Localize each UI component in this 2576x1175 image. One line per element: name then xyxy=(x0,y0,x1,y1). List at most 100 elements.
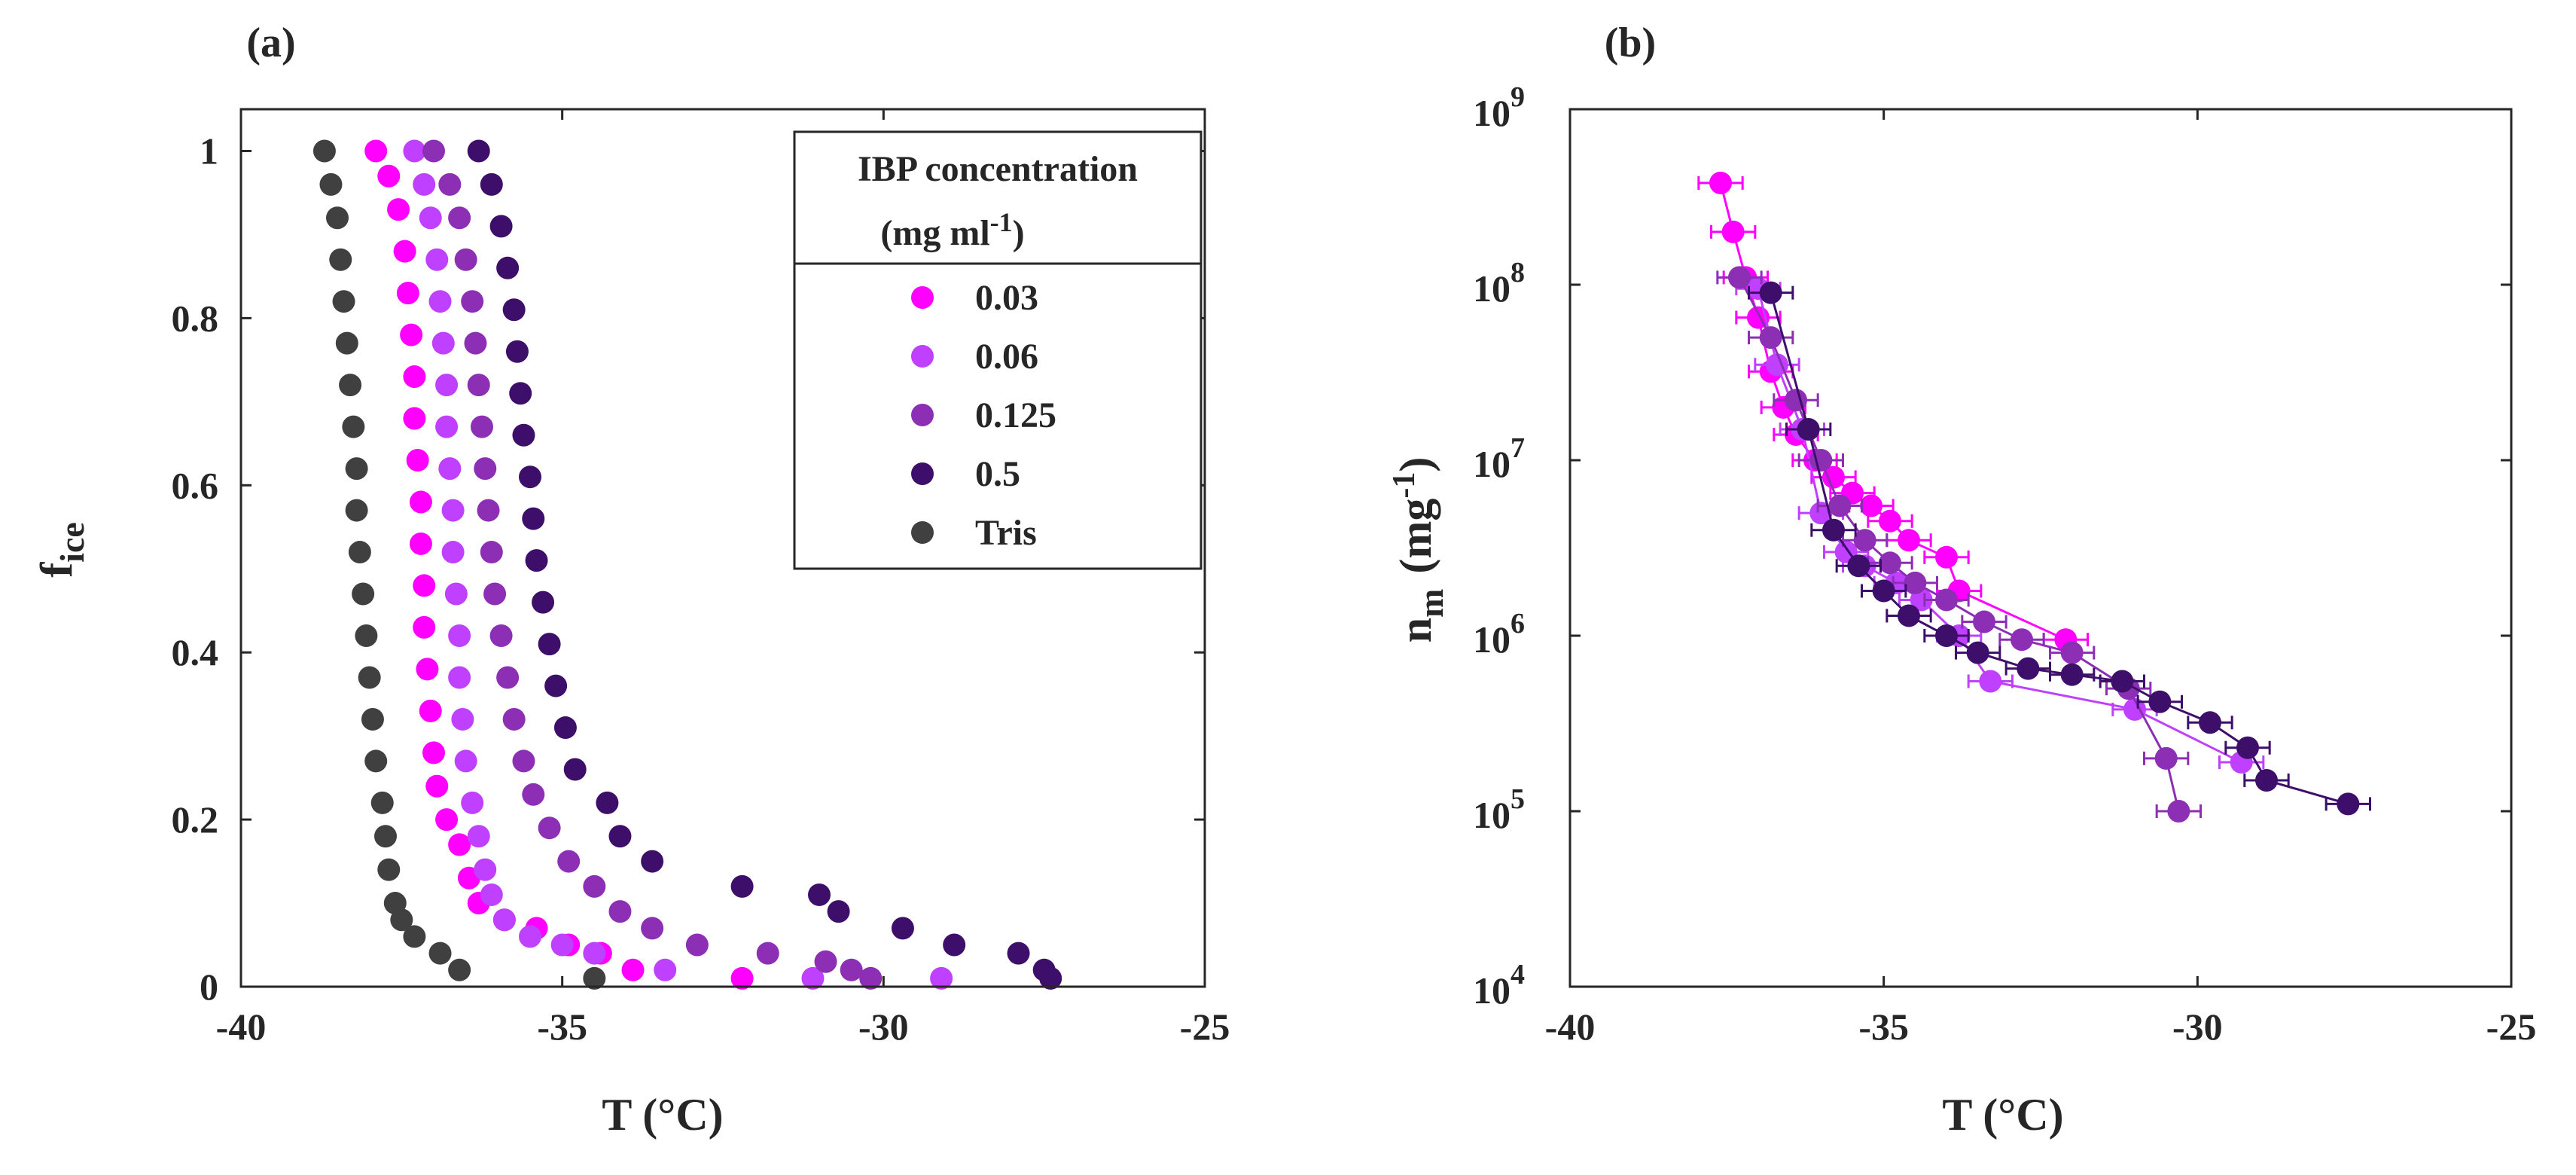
data-point xyxy=(396,282,419,305)
panel-b-axes: -40 -35 -30 -25 104 105 106 107 108 109 xyxy=(1473,81,2536,1048)
data-point xyxy=(448,958,471,981)
data-point xyxy=(641,917,664,940)
data-point xyxy=(431,331,455,355)
data-point xyxy=(413,172,436,196)
series-0.06 xyxy=(1735,277,2265,774)
data-point xyxy=(477,499,500,522)
data-point xyxy=(608,825,632,848)
data-point xyxy=(2255,768,2278,792)
x-tick-label: -35 xyxy=(1858,1006,1909,1048)
data-point xyxy=(512,749,535,773)
data-point xyxy=(489,624,513,647)
data-point xyxy=(1847,554,1870,578)
data-point xyxy=(502,707,526,731)
data-point xyxy=(390,908,413,932)
data-point xyxy=(2060,663,2084,686)
legend-label: 0.125 xyxy=(975,395,1056,435)
data-point xyxy=(467,825,490,848)
data-point xyxy=(891,917,914,940)
panel-a-y-axis-label: fice xyxy=(32,522,91,578)
data-point xyxy=(1822,465,1845,489)
data-point xyxy=(2167,800,2190,822)
data-point xyxy=(370,791,394,814)
data-point xyxy=(496,256,520,279)
data-point xyxy=(406,449,429,472)
data-point xyxy=(859,966,883,990)
data-point xyxy=(538,633,561,656)
panel-a-x-axis-label: T (°C) xyxy=(602,1090,723,1140)
data-point xyxy=(840,958,863,981)
data-point xyxy=(621,958,645,981)
y-tick-label: 109 xyxy=(1473,81,1525,134)
panel-b-y-axis-label: nm(mg-1) xyxy=(1387,457,1450,643)
data-point xyxy=(1935,588,1958,612)
panel-b: (b) -40 -35 -30 -25 104 105 106 107 108 109 T (°C… xyxy=(1387,20,2536,1140)
data-point xyxy=(544,674,568,697)
data-point xyxy=(553,716,577,740)
panel-a-axes: -40 -35 -30 -25 0 0.2 0.4 0.6 0.8 1 xyxy=(172,108,1230,1048)
data-point xyxy=(474,457,497,481)
data-point xyxy=(474,858,497,881)
data-point xyxy=(464,331,487,355)
data-point xyxy=(1853,529,1876,552)
data-point xyxy=(428,290,452,313)
data-point xyxy=(492,908,516,932)
legend-label: 0.06 xyxy=(975,337,1038,377)
data-point xyxy=(361,707,384,731)
data-point xyxy=(448,624,471,647)
y-tick-label: 104 xyxy=(1473,959,1525,1012)
data-point xyxy=(403,365,426,389)
data-point xyxy=(471,415,493,438)
data-point xyxy=(1879,509,1901,533)
y-tick-label: 108 xyxy=(1473,257,1525,310)
data-point xyxy=(480,883,503,906)
data-point xyxy=(930,966,953,990)
series-0.06 xyxy=(403,139,953,990)
data-point xyxy=(814,950,837,973)
series-0.125 xyxy=(1716,266,2202,822)
legend-label: 0.03 xyxy=(975,278,1038,318)
legend-marker xyxy=(911,404,934,426)
y-tick-label: 0 xyxy=(200,966,218,1008)
data-point xyxy=(416,658,439,681)
data-point xyxy=(454,248,477,271)
data-point xyxy=(1709,171,1732,194)
data-point xyxy=(512,423,535,447)
data-point xyxy=(413,574,436,597)
legend-label: Tris xyxy=(975,513,1037,553)
data-point xyxy=(496,666,520,689)
data-point xyxy=(435,374,459,397)
x-tick-label: -25 xyxy=(1180,1006,1230,1048)
legend-marker xyxy=(911,521,934,544)
data-point xyxy=(808,883,831,906)
data-point xyxy=(1910,588,1933,612)
data-point xyxy=(2010,628,2033,652)
data-point xyxy=(730,874,754,898)
data-point xyxy=(352,582,375,606)
data-point xyxy=(454,749,477,773)
data-point xyxy=(339,374,362,397)
data-point xyxy=(1797,417,1820,441)
data-point xyxy=(332,290,355,313)
data-point xyxy=(348,541,371,564)
panel-a-frame xyxy=(239,108,1206,988)
data-point xyxy=(467,139,490,163)
data-point xyxy=(422,741,445,765)
data-point xyxy=(393,240,416,263)
panel-a-label: (a) xyxy=(246,20,295,66)
data-point xyxy=(1879,551,1901,575)
data-point xyxy=(364,749,388,773)
data-point xyxy=(538,816,561,840)
legend-marker xyxy=(911,462,934,485)
data-point xyxy=(1728,266,1751,289)
data-point xyxy=(1904,571,1927,594)
data-point xyxy=(2148,690,2172,713)
legend-marker xyxy=(911,345,934,368)
panel-a: (a) -40 -35 -30 -25 0 0.2 0.4 0.6 0.8 1 T (°C) fi… xyxy=(32,20,1230,1140)
data-point xyxy=(1966,641,1989,664)
data-point xyxy=(1935,545,1958,569)
data-point xyxy=(448,666,471,689)
data-point xyxy=(422,139,445,163)
data-point xyxy=(451,707,474,731)
